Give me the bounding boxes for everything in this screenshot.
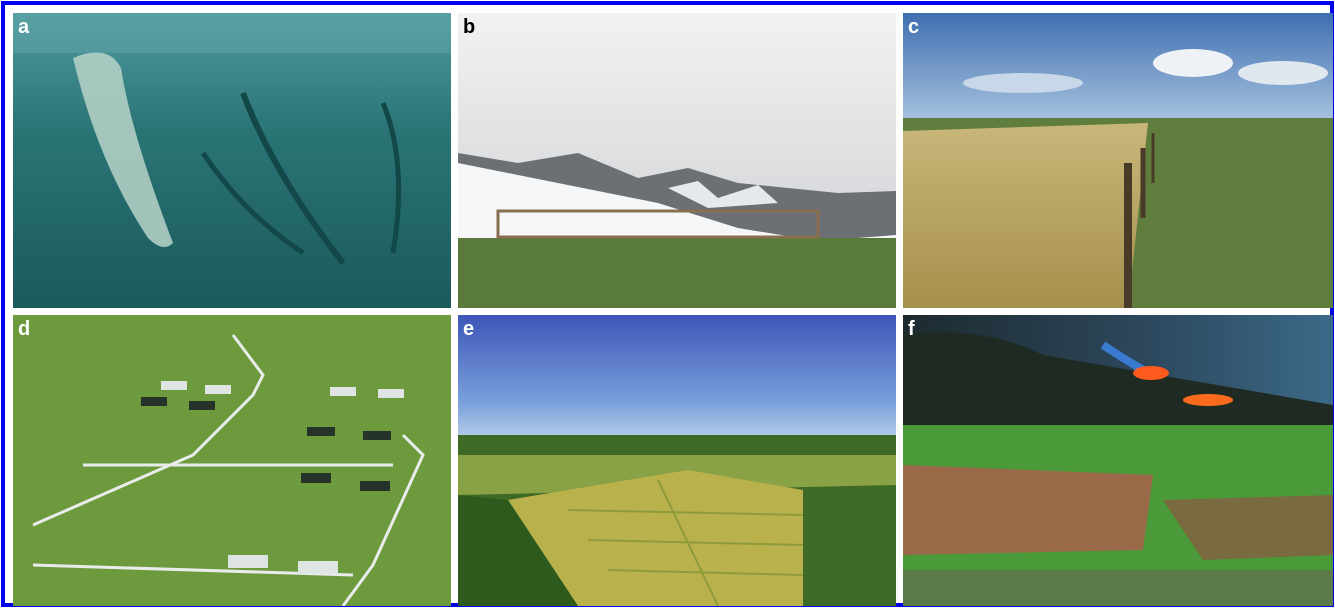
panel-label: a xyxy=(18,16,30,38)
panel-label: e xyxy=(463,318,474,340)
panel-e: e xyxy=(458,315,896,606)
panel-label: d xyxy=(18,318,30,340)
panel-a: a xyxy=(13,13,451,308)
panel-b: b xyxy=(458,13,896,308)
panel-label: c xyxy=(908,16,919,38)
panel-label: f xyxy=(908,318,915,340)
panel-d: d xyxy=(13,315,451,606)
panel-f: f xyxy=(903,315,1333,606)
panel-c: c xyxy=(903,13,1333,308)
panel-label: b xyxy=(463,16,475,38)
